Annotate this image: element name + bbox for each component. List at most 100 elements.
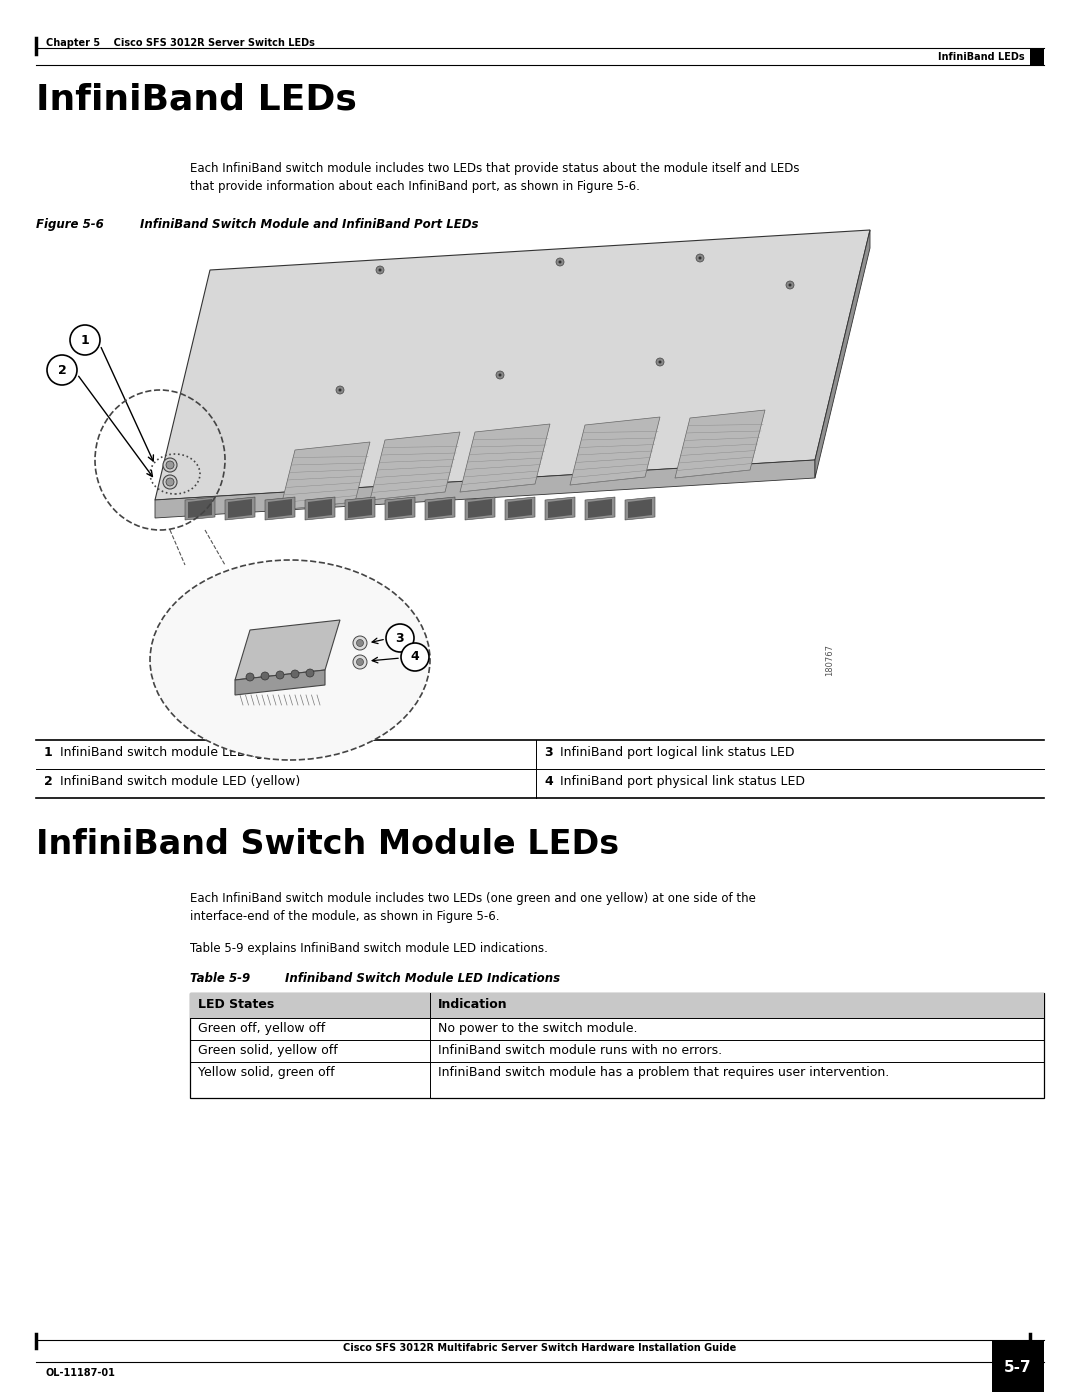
Polygon shape bbox=[156, 231, 870, 500]
Polygon shape bbox=[370, 432, 460, 500]
Text: Table 5-9 explains InfiniBand switch module LED indications.: Table 5-9 explains InfiniBand switch mod… bbox=[190, 942, 548, 956]
Text: LED States: LED States bbox=[198, 997, 274, 1011]
Circle shape bbox=[499, 373, 501, 377]
Polygon shape bbox=[627, 499, 652, 518]
Text: InfiniBand port physical link status LED: InfiniBand port physical link status LED bbox=[561, 775, 805, 788]
Circle shape bbox=[291, 671, 299, 678]
Polygon shape bbox=[305, 497, 335, 520]
Polygon shape bbox=[465, 497, 495, 520]
Polygon shape bbox=[545, 497, 575, 520]
Ellipse shape bbox=[150, 560, 430, 760]
Circle shape bbox=[166, 461, 174, 469]
Polygon shape bbox=[585, 497, 615, 520]
Text: interface-end of the module, as shown in Figure 5-6.: interface-end of the module, as shown in… bbox=[190, 909, 499, 923]
Circle shape bbox=[788, 284, 792, 286]
Polygon shape bbox=[265, 497, 295, 520]
Polygon shape bbox=[508, 499, 532, 518]
Text: Cisco SFS 3012R Multifabric Server Switch Hardware Installation Guide: Cisco SFS 3012R Multifabric Server Switc… bbox=[343, 1343, 737, 1354]
Circle shape bbox=[353, 655, 367, 669]
Polygon shape bbox=[235, 620, 340, 680]
Circle shape bbox=[659, 360, 661, 363]
Circle shape bbox=[386, 624, 414, 652]
Polygon shape bbox=[268, 499, 292, 518]
Text: 1: 1 bbox=[81, 334, 90, 346]
Circle shape bbox=[556, 258, 564, 265]
Polygon shape bbox=[548, 499, 572, 518]
Text: that provide information about each InfiniBand port, as shown in Figure 5-6.: that provide information about each Infi… bbox=[190, 180, 639, 193]
Circle shape bbox=[163, 475, 177, 489]
Polygon shape bbox=[188, 499, 212, 518]
Circle shape bbox=[163, 458, 177, 472]
FancyBboxPatch shape bbox=[993, 1340, 1044, 1391]
Circle shape bbox=[353, 636, 367, 650]
Circle shape bbox=[166, 478, 174, 486]
Polygon shape bbox=[426, 497, 455, 520]
Circle shape bbox=[378, 268, 381, 271]
Polygon shape bbox=[460, 425, 550, 492]
Circle shape bbox=[356, 640, 364, 647]
Circle shape bbox=[401, 643, 429, 671]
FancyBboxPatch shape bbox=[190, 993, 1044, 1018]
Text: InfiniBand LEDs: InfiniBand LEDs bbox=[36, 82, 356, 116]
Polygon shape bbox=[625, 497, 654, 520]
Text: 3: 3 bbox=[544, 746, 553, 759]
Text: 2: 2 bbox=[57, 363, 66, 377]
Polygon shape bbox=[235, 671, 325, 694]
Text: 2: 2 bbox=[44, 775, 53, 788]
Text: InfiniBand Switch Module and InfiniBand Port LEDs: InfiniBand Switch Module and InfiniBand … bbox=[140, 218, 478, 231]
Circle shape bbox=[376, 265, 384, 274]
Polygon shape bbox=[156, 460, 815, 518]
Circle shape bbox=[306, 669, 314, 678]
Text: Each InfiniBand switch module includes two LEDs (one green and one yellow) at on: Each InfiniBand switch module includes t… bbox=[190, 893, 756, 905]
Text: No power to the switch module.: No power to the switch module. bbox=[438, 1023, 637, 1035]
Polygon shape bbox=[185, 497, 215, 520]
Circle shape bbox=[70, 326, 100, 355]
FancyBboxPatch shape bbox=[1030, 47, 1044, 66]
Polygon shape bbox=[815, 231, 870, 478]
Polygon shape bbox=[384, 497, 415, 520]
Circle shape bbox=[356, 658, 364, 665]
Polygon shape bbox=[428, 499, 453, 518]
Text: 4: 4 bbox=[544, 775, 553, 788]
Circle shape bbox=[656, 358, 664, 366]
Text: 4: 4 bbox=[410, 651, 419, 664]
Polygon shape bbox=[675, 409, 765, 478]
Text: Indication: Indication bbox=[438, 997, 508, 1011]
Text: Chapter 5    Cisco SFS 3012R Server Switch LEDs: Chapter 5 Cisco SFS 3012R Server Switch … bbox=[46, 38, 315, 47]
Text: Figure 5-6: Figure 5-6 bbox=[36, 218, 104, 231]
Polygon shape bbox=[588, 499, 612, 518]
Polygon shape bbox=[468, 499, 492, 518]
Text: Yellow solid, green off: Yellow solid, green off bbox=[198, 1066, 335, 1078]
Text: Infiniband Switch Module LED Indications: Infiniband Switch Module LED Indications bbox=[285, 972, 561, 985]
Text: InfiniBand switch module LED (green): InfiniBand switch module LED (green) bbox=[60, 746, 297, 759]
Polygon shape bbox=[228, 499, 252, 518]
Polygon shape bbox=[388, 499, 411, 518]
Text: OL-11187-01: OL-11187-01 bbox=[46, 1368, 116, 1377]
Circle shape bbox=[48, 355, 77, 386]
Polygon shape bbox=[345, 497, 375, 520]
Circle shape bbox=[496, 372, 504, 379]
Circle shape bbox=[558, 260, 562, 264]
Text: 1: 1 bbox=[44, 746, 53, 759]
Text: Green off, yellow off: Green off, yellow off bbox=[198, 1023, 325, 1035]
Text: InfiniBand switch module has a problem that requires user intervention.: InfiniBand switch module has a problem t… bbox=[438, 1066, 889, 1078]
Text: Table 5-9: Table 5-9 bbox=[190, 972, 251, 985]
Text: 3: 3 bbox=[395, 631, 404, 644]
Circle shape bbox=[246, 673, 254, 680]
Polygon shape bbox=[570, 416, 660, 485]
Polygon shape bbox=[348, 499, 372, 518]
Polygon shape bbox=[308, 499, 332, 518]
Text: InfiniBand LEDs: InfiniBand LEDs bbox=[939, 52, 1025, 61]
Polygon shape bbox=[505, 497, 535, 520]
Text: InfiniBand switch module LED (yellow): InfiniBand switch module LED (yellow) bbox=[60, 775, 300, 788]
Text: 5-7: 5-7 bbox=[1004, 1359, 1031, 1375]
Circle shape bbox=[261, 672, 269, 680]
Text: InfiniBand port logical link status LED: InfiniBand port logical link status LED bbox=[561, 746, 795, 759]
Polygon shape bbox=[280, 441, 370, 510]
Circle shape bbox=[696, 254, 704, 263]
Text: Each InfiniBand switch module includes two LEDs that provide status about the mo: Each InfiniBand switch module includes t… bbox=[190, 162, 799, 175]
Text: InfiniBand Switch Module LEDs: InfiniBand Switch Module LEDs bbox=[36, 828, 619, 861]
Polygon shape bbox=[225, 497, 255, 520]
Circle shape bbox=[699, 257, 702, 260]
Text: 180767: 180767 bbox=[825, 644, 835, 676]
